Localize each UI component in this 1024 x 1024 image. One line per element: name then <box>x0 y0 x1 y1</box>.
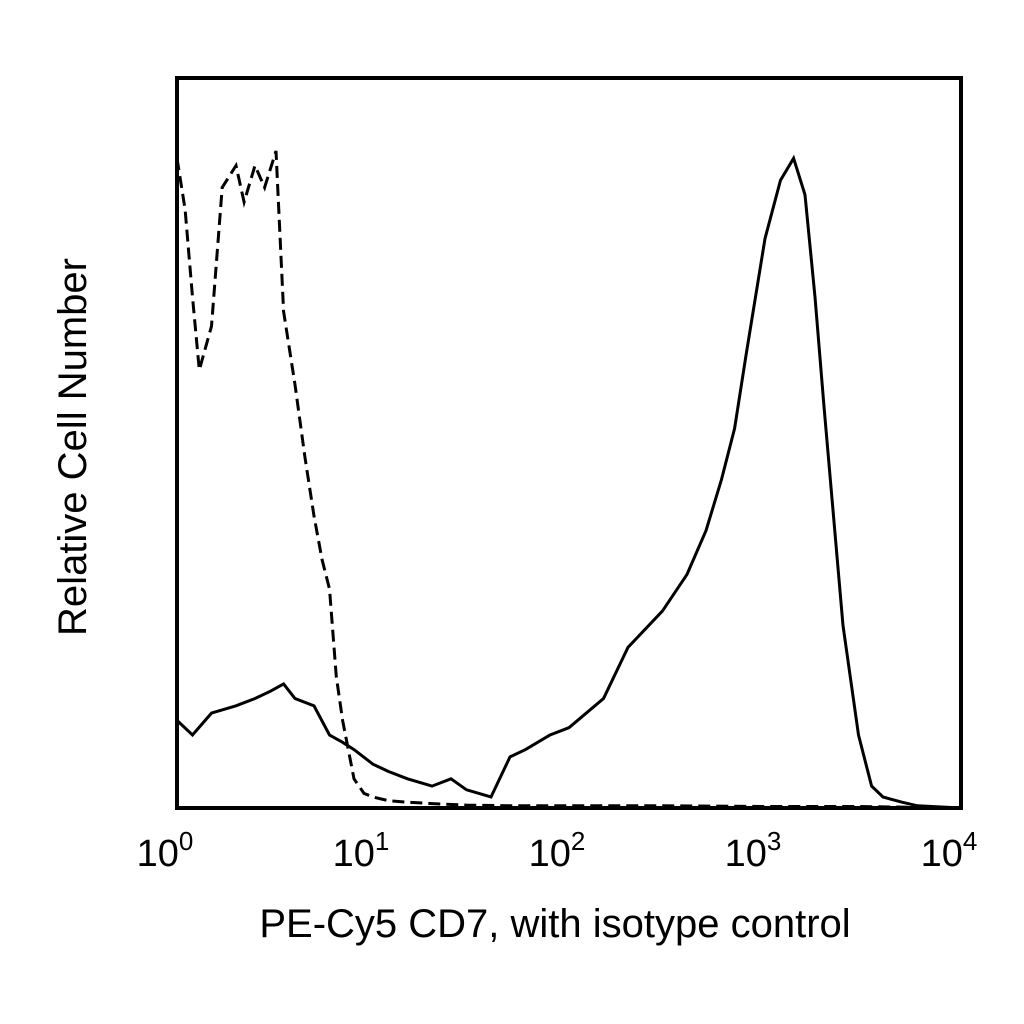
cd7-histogram <box>175 154 962 810</box>
y-axis-label: Relative Cell Number <box>51 258 95 636</box>
series-layer <box>175 150 962 810</box>
x-tick-label: 100 <box>137 826 194 875</box>
isotype-control-histogram <box>175 150 962 810</box>
x-tick-label: 101 <box>333 826 390 875</box>
x-tick-labels: 100 101 102 103 104 <box>137 826 978 875</box>
plot-frame <box>175 76 963 810</box>
x-tick-label: 104 <box>921 826 978 875</box>
x-axis-label: PE-Cy5 CD7, with isotype control <box>259 902 850 946</box>
x-tick-label: 102 <box>529 826 586 875</box>
x-tick-label: 103 <box>725 826 782 875</box>
